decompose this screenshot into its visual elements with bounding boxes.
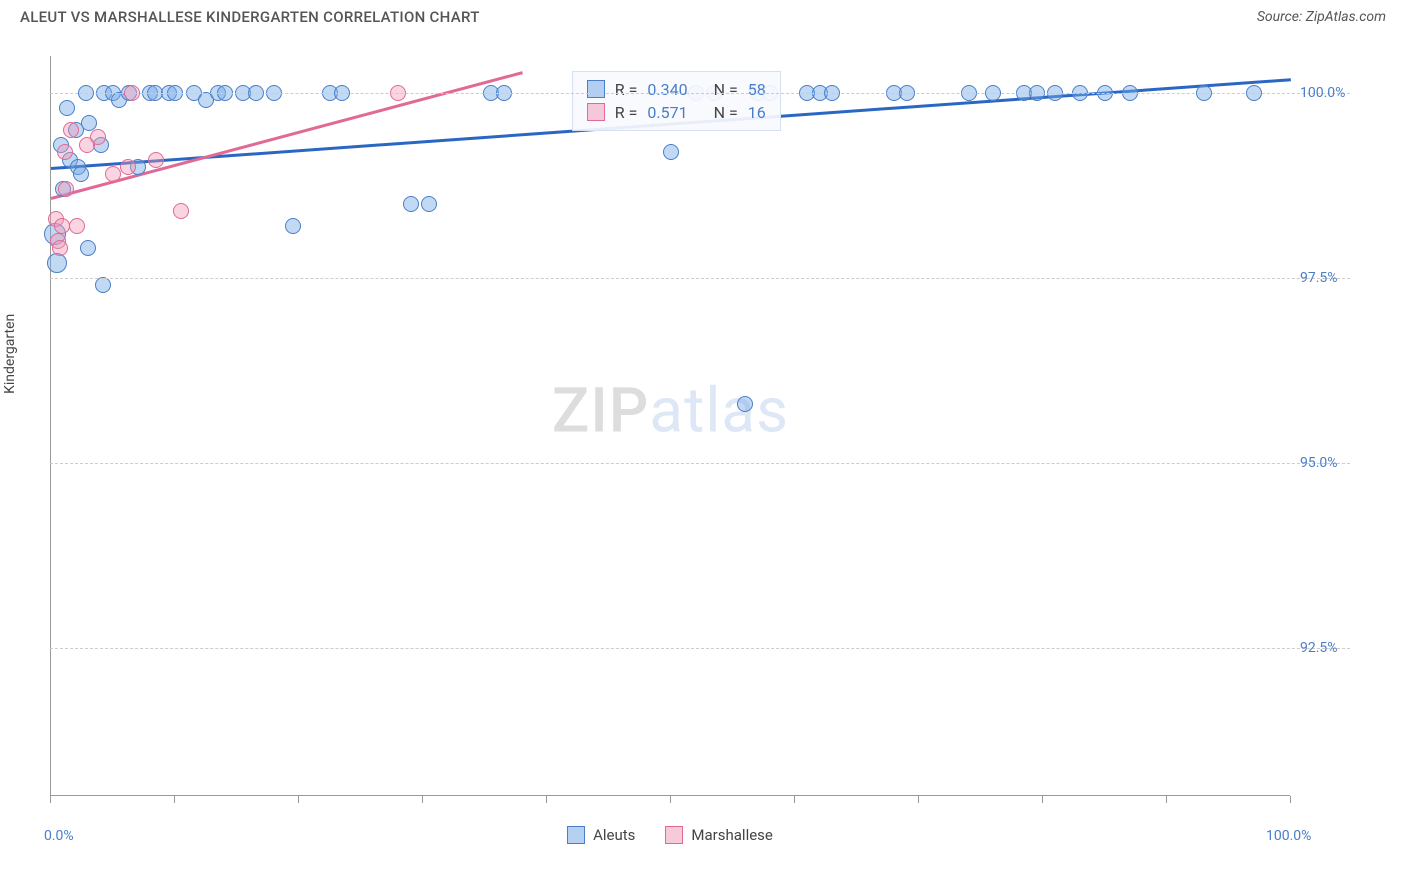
x-max-label: 100.0% — [1266, 828, 1311, 844]
watermark: ZIPatlas — [552, 374, 789, 447]
watermark-zip: ZIP — [552, 374, 650, 447]
stats-r-value: 0.571 — [647, 103, 687, 122]
data-point-marshallese — [105, 166, 121, 182]
stats-n-value: 58 — [748, 80, 766, 99]
legend: Aleuts Marshallese — [50, 826, 1290, 844]
stats-n-label: N = — [714, 80, 738, 99]
x-min-label: 0.0% — [44, 828, 74, 844]
data-point-marshallese — [173, 203, 189, 219]
y-axis-title: Kindergarten — [2, 314, 18, 394]
legend-item-marshallese: Marshallese — [665, 826, 772, 844]
data-point-marshallese — [57, 144, 73, 160]
data-point-aleuts — [81, 115, 97, 131]
data-point-aleuts — [73, 166, 89, 182]
legend-label: Aleuts — [593, 826, 635, 844]
gridline — [50, 278, 1350, 279]
y-tick-label: 100.0% — [1300, 85, 1345, 101]
watermark-atlas: atlas — [649, 374, 789, 447]
y-tick-label: 95.0% — [1300, 455, 1338, 471]
stats-r-label: R = — [615, 80, 638, 99]
stats-row: R = 0.340 N = 58 — [587, 78, 766, 101]
chart-header: ALEUT VS MARSHALLESE KINDERGARTEN CORREL… — [0, 0, 1406, 34]
chart-source: Source: ZipAtlas.com — [1257, 9, 1386, 25]
stats-r-value: 0.340 — [647, 80, 687, 99]
x-tick — [298, 796, 299, 803]
x-tick — [670, 796, 671, 803]
data-point-marshallese — [63, 122, 79, 138]
legend-swatch — [567, 826, 585, 844]
x-tick — [1166, 796, 1167, 803]
y-tick-label: 92.5% — [1300, 640, 1338, 656]
x-tick — [546, 796, 547, 803]
data-point-aleuts — [80, 240, 96, 256]
data-point-marshallese — [148, 152, 164, 168]
data-point-aleuts — [95, 277, 111, 293]
gridline — [50, 93, 1350, 94]
data-point-aleuts — [737, 396, 753, 412]
plot-area: ZIPatlas R = 0.340 N = 58 R = 0.571 N = 16 — [50, 56, 1290, 796]
x-tick — [918, 796, 919, 803]
data-point-marshallese — [58, 181, 74, 197]
y-tick-label: 97.5% — [1300, 270, 1338, 286]
data-point-marshallese — [54, 218, 70, 234]
x-tick — [50, 796, 51, 803]
stats-n-value: 16 — [748, 103, 766, 122]
legend-label: Marshallese — [691, 826, 772, 844]
data-point-marshallese — [69, 218, 85, 234]
chart-container: ZIPatlas R =0.340N =58R =0.571N =16 Kind… — [50, 56, 1370, 816]
stats-row: R = 0.571 N = 16 — [587, 101, 766, 124]
stats-r-label: R = — [615, 103, 638, 122]
legend-item-aleuts: Aleuts — [567, 826, 635, 844]
legend-swatch — [665, 826, 683, 844]
x-tick — [422, 796, 423, 803]
data-point-aleuts — [421, 196, 437, 212]
gridline — [50, 463, 1350, 464]
stats-box: R = 0.340 N = 58 R = 0.571 N = 16 — [572, 71, 781, 131]
data-point-aleuts — [403, 196, 419, 212]
x-tick — [1290, 796, 1291, 803]
stats-n-label: N = — [714, 103, 738, 122]
x-tick — [794, 796, 795, 803]
data-point-marshallese — [120, 159, 136, 175]
data-point-marshallese — [90, 129, 106, 145]
x-tick — [174, 796, 175, 803]
chart-title: ALEUT VS MARSHALLESE KINDERGARTEN CORREL… — [20, 8, 480, 26]
x-tick — [1042, 796, 1043, 803]
gridline — [50, 648, 1350, 649]
stats-swatch — [587, 103, 605, 121]
data-point-aleuts — [285, 218, 301, 234]
data-point-marshallese — [52, 240, 68, 256]
data-point-aleuts — [59, 100, 75, 116]
data-point-aleuts — [663, 144, 679, 160]
stats-swatch — [587, 80, 605, 98]
